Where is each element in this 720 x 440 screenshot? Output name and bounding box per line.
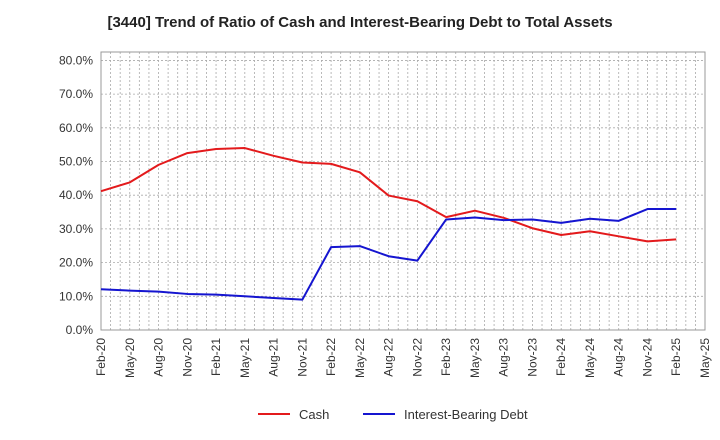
x-tick-label: Aug-20 xyxy=(152,338,166,377)
x-tick-label: Nov-23 xyxy=(525,338,539,377)
x-tick-label: Feb-23 xyxy=(439,338,453,376)
y-tick-label: 0.0% xyxy=(66,323,94,337)
x-tick-label: Feb-22 xyxy=(324,338,338,376)
grid xyxy=(100,52,706,331)
series xyxy=(100,147,677,301)
x-tick-label: Aug-24 xyxy=(612,338,626,377)
y-tick-label: 30.0% xyxy=(59,222,93,236)
legend-label: Cash xyxy=(299,407,329,422)
x-tick-label: May-24 xyxy=(583,338,597,378)
x-tick-label: Feb-25 xyxy=(669,338,683,376)
y-tick-label: 60.0% xyxy=(59,121,93,135)
legend-label: Interest-Bearing Debt xyxy=(404,407,528,422)
series-line-interest-bearing-debt xyxy=(100,208,677,301)
chart-title: [3440] Trend of Ratio of Cash and Intere… xyxy=(107,14,613,31)
x-tick-label: Nov-24 xyxy=(640,338,654,377)
x-tick-label: May-25 xyxy=(698,338,712,378)
y-tick-label: 50.0% xyxy=(59,155,93,169)
y-tick-label: 80.0% xyxy=(59,53,93,67)
x-tick-label: May-21 xyxy=(238,338,252,378)
x-tick-label: May-20 xyxy=(123,338,137,378)
y-tick-label: 40.0% xyxy=(59,188,93,202)
x-tick-label: Aug-22 xyxy=(382,338,396,377)
legend: Cash Interest-Bearing Debt xyxy=(258,407,528,422)
x-tick-label: Nov-22 xyxy=(410,338,424,377)
series-line-cash xyxy=(100,147,677,243)
x-tick-label: Feb-21 xyxy=(209,338,223,376)
x-tick-label: May-23 xyxy=(468,338,482,378)
plot-frame xyxy=(100,51,706,331)
x-tick-label: Aug-21 xyxy=(267,338,281,377)
x-tick-label: Nov-20 xyxy=(180,338,194,377)
x-tick-label: Feb-20 xyxy=(94,338,108,376)
x-tick-label: Aug-23 xyxy=(497,338,511,377)
x-tick-label: Feb-24 xyxy=(554,338,568,376)
y-tick-label: 10.0% xyxy=(59,289,93,303)
x-tick-label: Nov-21 xyxy=(295,338,309,377)
y-tick-label: 70.0% xyxy=(59,87,93,101)
x-tick-label: May-22 xyxy=(353,338,367,378)
axes: 0.0% 10.0% 20.0% 30.0% 40.0% 50.0% 60.0% 70.0% 8… xyxy=(59,51,712,378)
y-tick-label: 20.0% xyxy=(59,256,93,270)
